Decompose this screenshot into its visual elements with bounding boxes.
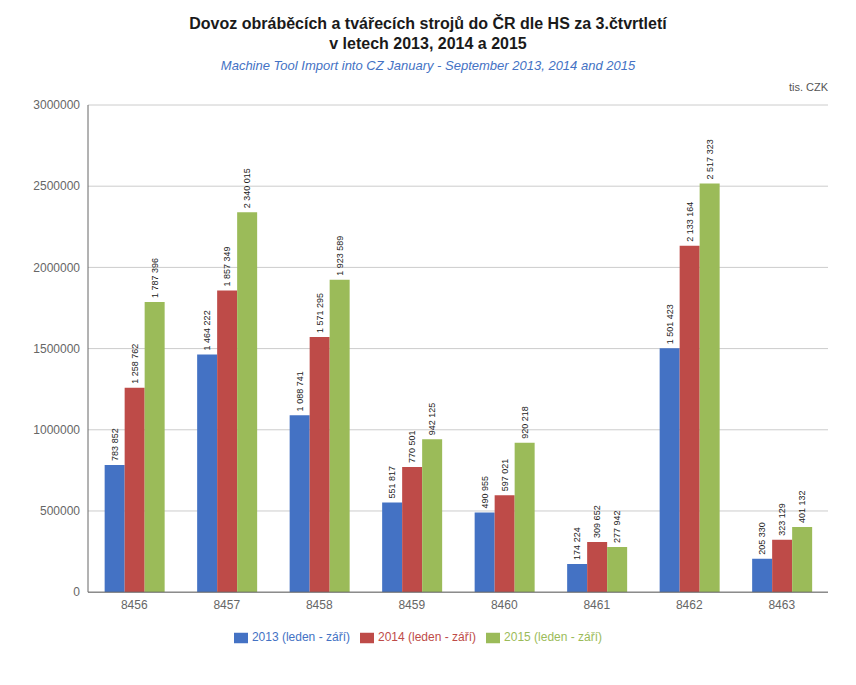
- svg-text:1 088 741: 1 088 741: [295, 371, 305, 411]
- svg-text:2 340 015: 2 340 015: [242, 168, 252, 208]
- svg-text:0: 0: [73, 585, 80, 599]
- svg-text:2 517 323: 2 517 323: [705, 139, 715, 179]
- svg-text:920 218: 920 218: [520, 406, 530, 439]
- svg-text:500000: 500000: [40, 504, 80, 518]
- svg-text:1000000: 1000000: [33, 423, 80, 437]
- html-text:Dovoz obráběcích a tvářecích s: Dovoz obráběcích a tvářecích strojů do Č…: [189, 15, 667, 32]
- html-text:2015 (leden - září): 2015 (leden - září): [504, 630, 603, 645]
- svg-text:1 787 396: 1 787 396: [150, 258, 160, 298]
- svg-text:770 501: 770 501: [407, 431, 417, 464]
- svg-text:8461: 8461: [583, 598, 610, 612]
- svg-text:1 258 762: 1 258 762: [130, 344, 140, 384]
- svg-text:3000000: 3000000: [33, 98, 80, 112]
- svg-text:8460: 8460: [491, 598, 518, 612]
- svg-text:1 857 349: 1 857 349: [222, 247, 232, 287]
- svg-text:8462: 8462: [676, 598, 703, 612]
- svg-text:551 817: 551 817: [387, 466, 397, 499]
- svg-text:1 464 222: 1 464 222: [202, 310, 212, 350]
- svg-text:277 942: 277 942: [612, 510, 622, 543]
- svg-text:309 652: 309 652: [592, 505, 602, 538]
- svg-text:2500000: 2500000: [33, 179, 80, 193]
- svg-text:1 923 589: 1 923 589: [335, 236, 345, 276]
- svg-text:490 955: 490 955: [480, 476, 490, 509]
- svg-text:1 571 295: 1 571 295: [315, 293, 325, 333]
- svg-text:8463: 8463: [768, 598, 795, 612]
- html-text:2014 (leden - září): 2014 (leden - září): [378, 630, 476, 645]
- html-text:v letech 2013, 2014 a 2015: v letech 2013, 2014 a 2015: [329, 35, 527, 52]
- svg-text:8456: 8456: [121, 598, 148, 612]
- svg-text:783 852: 783 852: [110, 428, 120, 461]
- svg-text:323 129: 323 129: [777, 503, 787, 536]
- svg-text:401 132: 401 132: [797, 490, 807, 523]
- html-text:tis. CZK: tis. CZK: [788, 81, 828, 93]
- svg-text:1 501 423: 1 501 423: [665, 304, 675, 344]
- svg-text:2 133 164: 2 133 164: [685, 202, 695, 242]
- html-text:2013 (leden - září): 2013 (leden - září): [251, 630, 350, 645]
- svg-text:597 021: 597 021: [500, 459, 510, 492]
- svg-text:205 330: 205 330: [757, 522, 767, 555]
- svg-text:174 224: 174 224: [572, 527, 582, 560]
- svg-text:2000000: 2000000: [33, 261, 80, 275]
- svg-text:8458: 8458: [306, 598, 333, 612]
- svg-text:8457: 8457: [213, 598, 240, 612]
- html-text:Machine Tool Import into CZ Ja: Machine Tool Import into CZ January - Se…: [220, 58, 636, 73]
- svg-text:8459: 8459: [398, 598, 425, 612]
- svg-text:942 125: 942 125: [427, 403, 437, 436]
- svg-text:1500000: 1500000: [33, 342, 80, 356]
